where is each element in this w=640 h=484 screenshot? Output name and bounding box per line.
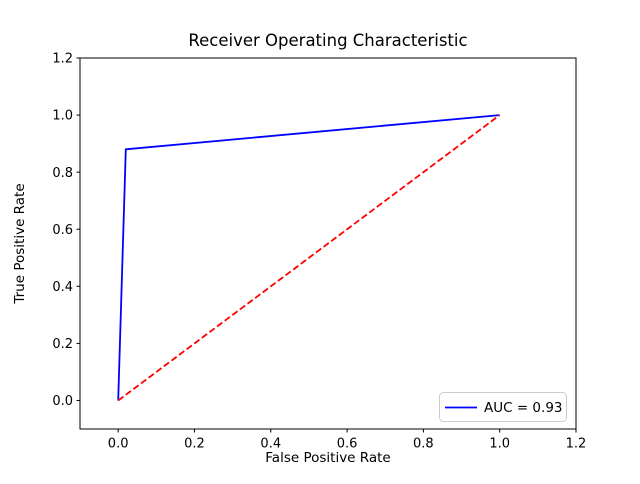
x-axis-label: False Positive Rate bbox=[265, 450, 390, 466]
chance-diagonal-line bbox=[117, 114, 501, 402]
y-axis-label: True Positive Rate bbox=[12, 183, 28, 304]
roc-curve-line bbox=[117, 114, 500, 401]
legend-box bbox=[439, 392, 567, 422]
y-tick-label: 0.2 bbox=[52, 337, 73, 352]
y-tick-label: 1.0 bbox=[52, 109, 73, 124]
plot-area bbox=[117, 114, 501, 402]
axes-layer: 0.0 0.2 0.4 0.6 0.8 1.0 1.2 0.0 0.2 0.4 0.6 0.8 1.0 1… bbox=[52, 52, 586, 452]
axes-frame bbox=[79, 57, 577, 430]
x-tick-label: 1.0 bbox=[489, 437, 510, 452]
x-tick-label: 0.0 bbox=[108, 437, 129, 452]
x-tick-label: 0.4 bbox=[260, 437, 281, 452]
x-tick-label: 0.6 bbox=[337, 437, 358, 452]
y-tick-label: 0.8 bbox=[52, 166, 73, 181]
legend-label: AUC = 0.93 bbox=[484, 400, 563, 416]
x-tick-label: 1.2 bbox=[566, 437, 587, 452]
y-tick-label: 0.0 bbox=[52, 394, 73, 409]
y-tick-label: 0.6 bbox=[52, 223, 73, 238]
legend: AUC = 0.93 bbox=[439, 392, 567, 422]
y-tick-label: 0.4 bbox=[52, 280, 73, 295]
chart-title: Receiver Operating Characteristic bbox=[188, 31, 467, 50]
x-tick-label: 0.8 bbox=[413, 437, 434, 452]
x-tick-label: 0.2 bbox=[184, 437, 205, 452]
y-tick-label: 1.2 bbox=[52, 52, 73, 67]
